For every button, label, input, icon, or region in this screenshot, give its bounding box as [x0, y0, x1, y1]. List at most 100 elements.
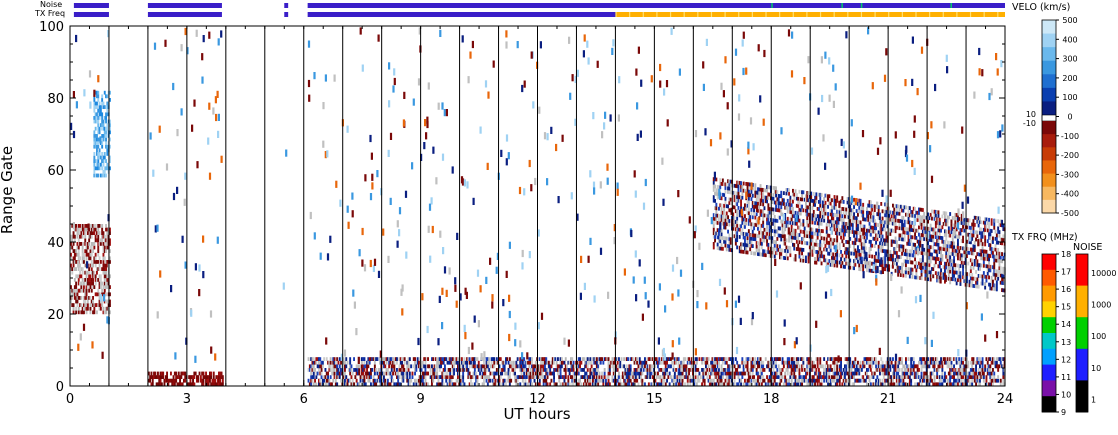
txfreq-segment-2: [284, 12, 289, 17]
x-tick-label-18: 18: [763, 392, 780, 407]
velo-label-6: -100: [1061, 132, 1079, 141]
plot-area: [70, 26, 1006, 387]
status-bars: Noise TX Freq: [34, 0, 1005, 18]
x-tick-label-9: 9: [416, 392, 424, 407]
velo-label-3: 200: [1062, 74, 1077, 83]
txfreq-label-0: 18: [1061, 250, 1071, 259]
noise-segment-0: [73, 3, 109, 8]
x-tick-label-0: 0: [66, 392, 74, 407]
axes: 0 3 6 9 12 15 18 21 24 0 20 40 60 80 100: [39, 20, 1013, 407]
noise-label-2: 100: [1091, 332, 1106, 341]
y-tick-label-0: 0: [56, 380, 64, 395]
velo-label-7: -200: [1061, 151, 1079, 160]
velo-label-minus10: -10: [1023, 119, 1036, 128]
velo-swatch-8: [1042, 134, 1056, 148]
noise-swatch-1: [1076, 285, 1088, 318]
velo-label-8: -300: [1061, 170, 1079, 179]
x-tick-label-12: 12: [529, 392, 546, 407]
txfreq-label-1: 17: [1061, 268, 1071, 277]
txfreq-swatch-1: [1042, 269, 1056, 287]
noise-colorbar: NOISE 10000 1000 100 10 1: [1073, 242, 1116, 413]
noise-segment-2: [284, 3, 289, 8]
velo-label-1: 400: [1062, 35, 1077, 44]
noise-label-4: 1: [1091, 395, 1096, 404]
x-tick-label-6: 6: [300, 392, 308, 407]
txfreq-orange-segment: [615, 12, 1005, 17]
noise-swatch-4: [1076, 380, 1088, 413]
feature-0: [307, 357, 1006, 387]
txfreq-bar-label: TX Freq: [34, 9, 65, 18]
noise-swatch-3: [1076, 348, 1088, 381]
velo-swatch-10: [1042, 160, 1056, 175]
noise-green-mark-2: [860, 3, 863, 8]
txfreq-swatch-8: [1042, 380, 1056, 397]
noise-frame: [1075, 253, 1089, 413]
velo-label-plus10: 10: [1026, 110, 1036, 119]
velo-zero-band: [1041, 114, 1057, 122]
velocity-colorbar: VELO (km/s) 500 400 300 200 100 0 -100 -200 -300…: [1012, 2, 1079, 218]
txfreq-swatch-7: [1042, 364, 1056, 381]
txfreq-segment-0: [73, 12, 109, 17]
txfreq-label-6: 12: [1061, 355, 1071, 364]
txfreq-swatch-4: [1042, 317, 1056, 334]
velo-label-0: 500: [1062, 16, 1077, 25]
txfreq-label-8: 10: [1061, 390, 1071, 399]
noise-bar-label: Noise: [40, 0, 62, 9]
velo-label-5: 0: [1067, 113, 1072, 122]
y-tick-label-80: 80: [47, 92, 64, 107]
txfreq-swatch-3: [1042, 301, 1056, 318]
txfreq-label-9: 9: [1061, 408, 1066, 417]
txfreq-swatch-9: [1042, 396, 1056, 413]
y-tick-label-40: 40: [47, 236, 64, 251]
feature-1: [147, 371, 224, 387]
feature-2: [712, 177, 1006, 293]
y-axis-title: Range Gate: [0, 146, 16, 234]
txfreq-swatch-0: [1042, 254, 1056, 271]
velo-swatch-0: [1042, 20, 1056, 35]
noise-label-1: 1000: [1091, 301, 1111, 310]
velo-swatch-12: [1042, 186, 1056, 201]
x-tick-label-21: 21: [880, 392, 897, 407]
txfreq-colorbar-title: TX FRQ (MHz): [1011, 232, 1078, 243]
velo-swatch-6: [1042, 101, 1056, 116]
noise-swatch-0: [1076, 254, 1088, 287]
y-tick-label-20: 20: [47, 308, 64, 323]
noise-colorbar-title: NOISE: [1073, 242, 1102, 253]
noise-label-0: 10000: [1091, 269, 1116, 278]
sparse-scatter: [70, 27, 1006, 364]
txfreq-swatch-6: [1042, 348, 1056, 366]
velo-swatch-1: [1042, 33, 1056, 48]
velo-label-10: -500: [1061, 209, 1079, 218]
x-axis-title: UT hours: [503, 405, 570, 423]
txfreq-colorbar: TX FRQ (MHz) 18 17 16 15 14 13 12 11 10 9: [1011, 232, 1078, 417]
noise-label-3: 10: [1091, 364, 1101, 373]
feature-3: [93, 90, 111, 178]
y-tick-label-100: 100: [39, 20, 64, 35]
noise-green-mark-0: [771, 3, 773, 8]
velo-swatch-4: [1042, 74, 1056, 89]
feature-4: [70, 224, 111, 315]
velo-label-9: -400: [1061, 190, 1079, 199]
txfreq-label-3: 15: [1061, 303, 1071, 312]
noise-green-mark-3: [950, 3, 952, 8]
txfreq-label-4: 14: [1061, 320, 1071, 329]
y-tick-label-60: 60: [47, 164, 64, 179]
velo-swatch-11: [1042, 173, 1056, 188]
txfreq-label-5: 13: [1061, 338, 1071, 347]
velo-swatch-5: [1042, 87, 1056, 102]
noise-swatch-2: [1076, 317, 1088, 350]
velo-swatch-2: [1042, 47, 1056, 62]
velo-swatch-13: [1042, 199, 1056, 214]
x-tick-label-3: 3: [183, 392, 191, 407]
velocity-colorbar-title: VELO (km/s): [1012, 2, 1070, 13]
x-tick-label-15: 15: [646, 392, 663, 407]
noise-green-mark-1: [841, 3, 843, 8]
txfreq-frame: [1041, 253, 1057, 413]
velo-label-4: 100: [1062, 93, 1077, 102]
txfreq-segment-1: [147, 12, 222, 17]
velo-swatch-9: [1042, 147, 1056, 161]
velo-swatch-3: [1042, 60, 1056, 75]
txfreq-label-2: 16: [1061, 285, 1071, 294]
x-tick-label-24: 24: [997, 392, 1014, 407]
